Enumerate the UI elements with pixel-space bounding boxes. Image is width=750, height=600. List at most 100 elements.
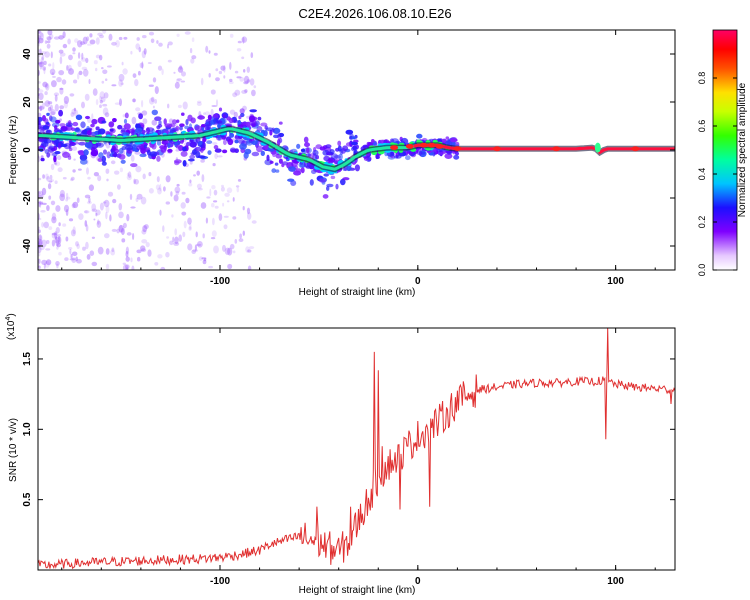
noise-dot bbox=[244, 89, 248, 93]
noise-dot bbox=[174, 236, 179, 245]
noise-dot bbox=[158, 42, 163, 47]
noise-dot bbox=[62, 31, 66, 39]
noise-dot bbox=[171, 214, 174, 218]
noise-dot bbox=[213, 200, 218, 203]
band-dot bbox=[40, 157, 45, 162]
noise-dot bbox=[195, 231, 198, 238]
noise-dot bbox=[84, 210, 88, 214]
band-dot bbox=[83, 149, 89, 156]
noise-dot bbox=[141, 50, 146, 59]
band-dot bbox=[96, 142, 104, 148]
noise-dot bbox=[49, 68, 56, 76]
noise-dot bbox=[196, 183, 202, 189]
band-dot bbox=[42, 115, 46, 122]
noise-dot bbox=[187, 243, 193, 251]
noise-dot bbox=[70, 112, 75, 117]
band-dot bbox=[330, 175, 336, 180]
band-dot bbox=[136, 145, 141, 151]
band-dot bbox=[315, 144, 323, 150]
band-dot bbox=[234, 139, 239, 144]
noise-dot bbox=[50, 179, 54, 182]
noise-dot bbox=[69, 93, 75, 97]
noise-dot bbox=[71, 203, 76, 209]
noise-dot bbox=[159, 209, 162, 216]
noise-dot bbox=[86, 167, 89, 175]
noise-dot bbox=[193, 174, 196, 177]
noise-dot bbox=[224, 192, 230, 197]
noise-dot bbox=[236, 186, 240, 193]
noise-dot bbox=[58, 70, 65, 76]
band-dot bbox=[326, 186, 330, 191]
noise-dot bbox=[106, 178, 109, 182]
noise-dot bbox=[217, 155, 223, 158]
noise-dot bbox=[195, 243, 202, 247]
noise-dot bbox=[176, 183, 180, 187]
noise-dot bbox=[148, 188, 154, 194]
snr-panel: -100 0 100 0.5 1.0 1.5 Height of straight lin… bbox=[5, 313, 676, 596]
band-dot bbox=[223, 139, 227, 146]
noise-dot bbox=[81, 101, 85, 109]
noise-dot bbox=[167, 103, 170, 109]
noise-dot bbox=[131, 116, 137, 125]
noise-dot bbox=[69, 248, 72, 255]
noise-dot bbox=[165, 175, 171, 183]
band-dot bbox=[138, 113, 144, 120]
noise-dot bbox=[85, 241, 89, 250]
noise-dot bbox=[55, 205, 61, 212]
snr-ylabel: SNR (10 * v/v) bbox=[8, 418, 19, 482]
noise-dot bbox=[39, 202, 43, 205]
colorbar-gradient bbox=[712, 29, 738, 271]
noise-dot bbox=[83, 210, 90, 214]
band-dot bbox=[243, 151, 249, 159]
noise-dot bbox=[180, 80, 186, 83]
noise-dot bbox=[141, 229, 147, 235]
noise-dot bbox=[206, 196, 211, 199]
band-dot bbox=[326, 183, 334, 188]
noise-dot bbox=[180, 202, 186, 209]
noise-dot bbox=[70, 229, 76, 237]
noise-dot bbox=[97, 219, 100, 225]
noise-dot bbox=[54, 94, 58, 102]
noise-dot bbox=[173, 71, 176, 74]
band-dot bbox=[207, 150, 212, 156]
noise-dot bbox=[97, 32, 103, 36]
x-tick-label: -100 bbox=[210, 276, 230, 287]
band-dot bbox=[78, 141, 86, 146]
noise-dot bbox=[132, 233, 135, 240]
noise-dot bbox=[95, 99, 99, 106]
band-dot bbox=[386, 151, 395, 157]
noise-dot bbox=[59, 87, 64, 90]
noise-dot bbox=[143, 48, 147, 55]
noise-dot bbox=[48, 63, 52, 67]
noise-dot bbox=[57, 167, 63, 173]
band-dot bbox=[38, 122, 42, 130]
band-dot bbox=[146, 127, 154, 132]
noise-dot bbox=[93, 218, 96, 221]
band-dot bbox=[52, 152, 58, 158]
noise-dot bbox=[38, 81, 41, 84]
band-dot bbox=[156, 155, 161, 162]
noise-dot bbox=[169, 240, 174, 246]
noise-dot bbox=[132, 73, 137, 78]
noise-dot bbox=[39, 105, 43, 112]
band-dot bbox=[330, 153, 339, 160]
band-dot bbox=[68, 147, 73, 152]
noise-dot bbox=[73, 158, 76, 161]
noise-dot bbox=[73, 107, 76, 111]
y-tick-label: 0 bbox=[22, 147, 33, 153]
band-dot bbox=[274, 162, 279, 166]
noise-dot bbox=[227, 247, 233, 256]
noise-dot bbox=[38, 237, 41, 245]
noise-dot bbox=[229, 61, 232, 70]
noise-dot bbox=[211, 105, 217, 107]
spectrogram-ticks: -100 0 100 -40 -20 0 20 40 bbox=[22, 30, 675, 287]
noise-dot bbox=[63, 204, 70, 213]
band-dot bbox=[172, 119, 177, 125]
noise-dot bbox=[76, 258, 82, 264]
noise-dot bbox=[58, 222, 61, 227]
noise-dot bbox=[139, 62, 144, 68]
band-dot bbox=[222, 113, 226, 119]
noise-dot bbox=[38, 251, 41, 257]
noise-dot bbox=[51, 232, 58, 239]
